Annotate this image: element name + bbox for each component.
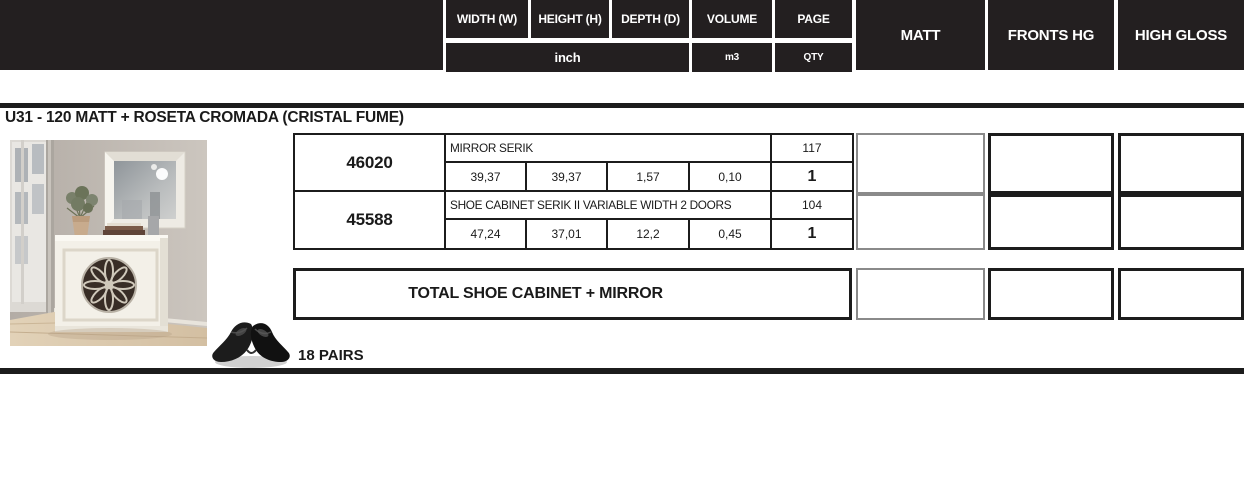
spec-table: 46020 MIRROR SERIK 117 39,37 39,37 1,57 … <box>293 133 854 250</box>
item-name: SHOE CABINET SERIK II VARIABLE WIDTH 2 D… <box>446 192 772 220</box>
col-header-page: PAGE <box>775 0 852 38</box>
high-gloss-total-entry-cell[interactable] <box>1118 268 1244 320</box>
item-page: 117 <box>772 135 852 163</box>
item-volume: 0,10 <box>690 163 772 192</box>
section-divider-rule <box>0 103 1244 108</box>
item-width: 39,37 <box>446 163 527 192</box>
matt-entry-cell[interactable] <box>856 194 985 250</box>
item-code: 45588 <box>295 192 446 248</box>
col-header-width: WIDTH (W) <box>446 0 528 38</box>
item-qty: 1 <box>772 163 852 192</box>
unit-header-m3: m3 <box>692 43 772 72</box>
pairs-capacity-label: 18 PAIRS <box>298 347 364 364</box>
col-header-fronts-hg: FRONTS HG <box>988 0 1114 70</box>
header-blank-block <box>0 0 443 70</box>
shoe-cabinet-with-mirror-photo <box>9 140 208 346</box>
item-volume: 0,45 <box>690 220 772 248</box>
matt-total-entry-cell[interactable] <box>856 268 985 320</box>
unit-header-qty: QTY <box>775 43 852 72</box>
item-code: 46020 <box>295 135 446 192</box>
high-gloss-entry-cell[interactable] <box>1118 194 1244 250</box>
item-depth: 12,2 <box>608 220 690 248</box>
total-label: TOTAL SHOE CABINET + MIRROR <box>408 285 663 302</box>
item-page: 104 <box>772 192 852 220</box>
item-width: 47,24 <box>446 220 527 248</box>
section-title: U31 - 120 MATT + ROSETA CROMADA (CRISTAL… <box>5 109 404 126</box>
item-qty: 1 <box>772 220 852 248</box>
item-height: 37,01 <box>527 220 608 248</box>
item-height: 39,37 <box>527 163 608 192</box>
item-name: MIRROR SERIK <box>446 135 772 163</box>
fronts-hg-entry-cell[interactable] <box>988 133 1114 194</box>
col-header-volume: VOLUME <box>692 0 772 38</box>
shoes-icon <box>207 312 295 370</box>
fronts-hg-total-entry-cell[interactable] <box>988 268 1114 320</box>
fronts-hg-entry-cell[interactable] <box>988 194 1114 250</box>
item-depth: 1,57 <box>608 163 690 192</box>
col-header-depth: DEPTH (D) <box>612 0 689 38</box>
col-header-high-gloss: HIGH GLOSS <box>1118 0 1244 70</box>
col-header-matt: MATT <box>856 0 985 70</box>
matt-entry-cell[interactable] <box>856 133 985 194</box>
total-row: TOTAL SHOE CABINET + MIRROR <box>293 268 852 320</box>
col-header-height: HEIGHT (H) <box>531 0 609 38</box>
high-gloss-entry-cell[interactable] <box>1118 133 1244 194</box>
unit-header-inch: inch <box>446 43 689 72</box>
bottom-divider-rule <box>0 368 1244 374</box>
